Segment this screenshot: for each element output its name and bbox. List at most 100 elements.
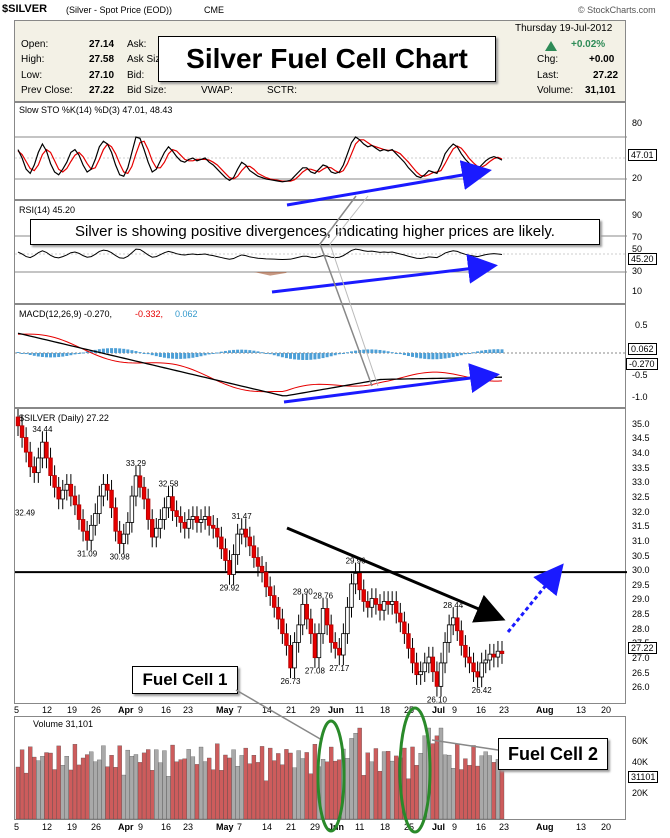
x-tick-label: 7 — [237, 705, 243, 715]
macd-histogram-bar — [16, 352, 20, 354]
candle-body — [89, 524, 94, 541]
macd-histogram-bar — [175, 353, 179, 359]
volume-bar — [105, 766, 110, 820]
macd-histogram-bar — [40, 353, 44, 357]
volume-bar — [345, 758, 350, 820]
macd-histogram-bar — [248, 350, 252, 353]
candle-body — [442, 642, 448, 664]
candle-body — [422, 662, 427, 673]
candle-body — [381, 601, 387, 611]
x-tick-label: 23 — [499, 705, 510, 715]
volume-bar — [52, 769, 57, 820]
sto-plot — [15, 136, 627, 183]
price-tick-label: 33.5 — [632, 462, 650, 473]
candle-body — [316, 633, 322, 659]
volume-bar — [430, 743, 436, 820]
macd-histogram-bar — [240, 349, 244, 353]
volume-bar — [113, 767, 118, 820]
chg-value: +0.00 — [589, 54, 615, 65]
candle-body — [150, 519, 155, 538]
macd-histogram-bar — [337, 353, 341, 355]
candle-body — [369, 598, 375, 608]
volume-bar — [296, 750, 301, 820]
candle-body — [345, 606, 350, 635]
volume-bar — [76, 764, 82, 820]
macd-histogram-bar — [451, 353, 455, 358]
candle-body — [438, 662, 444, 687]
rsi-tick-10: 10 — [632, 286, 643, 296]
volume-bar — [475, 765, 480, 820]
volume-bar — [438, 727, 444, 820]
candle-body — [450, 617, 456, 626]
candle-body — [300, 603, 305, 626]
macd-histogram-bar — [215, 352, 219, 354]
candle-body — [430, 656, 436, 673]
x-tick-label: Apr — [118, 705, 134, 715]
candle-body — [129, 495, 135, 523]
candle-body — [491, 653, 497, 658]
sto-value-tag: 47.01 — [628, 149, 657, 161]
volume-bar — [442, 754, 448, 820]
macd-histogram-bar — [276, 353, 280, 357]
macd-histogram-bar — [345, 352, 349, 354]
candle-body — [446, 624, 452, 643]
price-tick-label: 32.0 — [632, 506, 650, 517]
volume-bar — [15, 766, 21, 820]
macd-histogram-bar — [354, 350, 358, 353]
volume-bar — [288, 752, 293, 820]
volume-bar — [146, 749, 151, 820]
macd-histogram-bar — [195, 353, 199, 358]
macd-histogram-bar — [406, 353, 410, 357]
x-tick-label: 7 — [237, 822, 243, 832]
x-tick-label: 16 — [161, 822, 172, 832]
high-label: High: — [21, 54, 45, 65]
macd-histogram-bar — [183, 353, 187, 359]
candle-body — [263, 571, 269, 588]
macd-histogram-bar — [419, 353, 423, 359]
macd-histogram-bar — [49, 353, 53, 358]
volume-bar — [341, 748, 346, 820]
macd-histogram-bar — [284, 353, 288, 359]
candle-body — [394, 601, 399, 614]
volume-bar — [219, 770, 224, 820]
header-symbol: $SILVER — [2, 3, 48, 15]
candle-body — [463, 644, 468, 658]
candle-body — [93, 513, 98, 526]
candle-body — [341, 633, 346, 656]
macd-tick-0.5: 0.5 — [635, 320, 648, 330]
rsi-tick-70: 70 — [632, 232, 643, 242]
candle-body — [174, 510, 179, 517]
last-label: Last: — [537, 70, 559, 81]
chg-label: Chg: — [537, 54, 559, 65]
macd-histogram-bar — [101, 348, 105, 353]
x-tick-label: 12 — [42, 822, 53, 832]
candle-body — [284, 633, 289, 646]
volume-bar — [410, 746, 415, 820]
price-annotation-label: 26.42 — [472, 686, 493, 695]
macd-histogram-bar — [227, 350, 231, 353]
macd-histogram-bar — [191, 353, 195, 358]
candle-body — [337, 647, 342, 656]
vol-tick-20k: 20K — [632, 788, 649, 798]
price-annotation-label: 29.92 — [219, 584, 240, 593]
candle-body — [137, 475, 143, 488]
macd-histogram-bar — [390, 352, 394, 354]
volume-bar — [385, 751, 391, 820]
volume-bar — [28, 746, 33, 820]
candle-body — [190, 516, 196, 520]
macd-histogram-bar — [44, 353, 48, 358]
ask-label: Ask: — [127, 39, 147, 50]
volume-bar — [186, 749, 191, 820]
macd-histogram-bar — [358, 350, 362, 353]
macd-histogram-bar — [439, 353, 443, 359]
fuel-cell-2-callout: Fuel Cell 2 — [498, 738, 608, 770]
x-tick-label: Jul — [432, 822, 446, 832]
candle-body — [28, 451, 33, 468]
candle-body — [483, 659, 488, 664]
x-tick-label: 16 — [476, 822, 487, 832]
macd-histogram-bar — [130, 350, 134, 353]
volume-bar — [333, 760, 338, 820]
volume-bar — [422, 735, 427, 820]
price-label: $SILVER (Daily) 27.22 — [19, 413, 109, 423]
watermark: © StockCharts.com — [578, 5, 656, 15]
